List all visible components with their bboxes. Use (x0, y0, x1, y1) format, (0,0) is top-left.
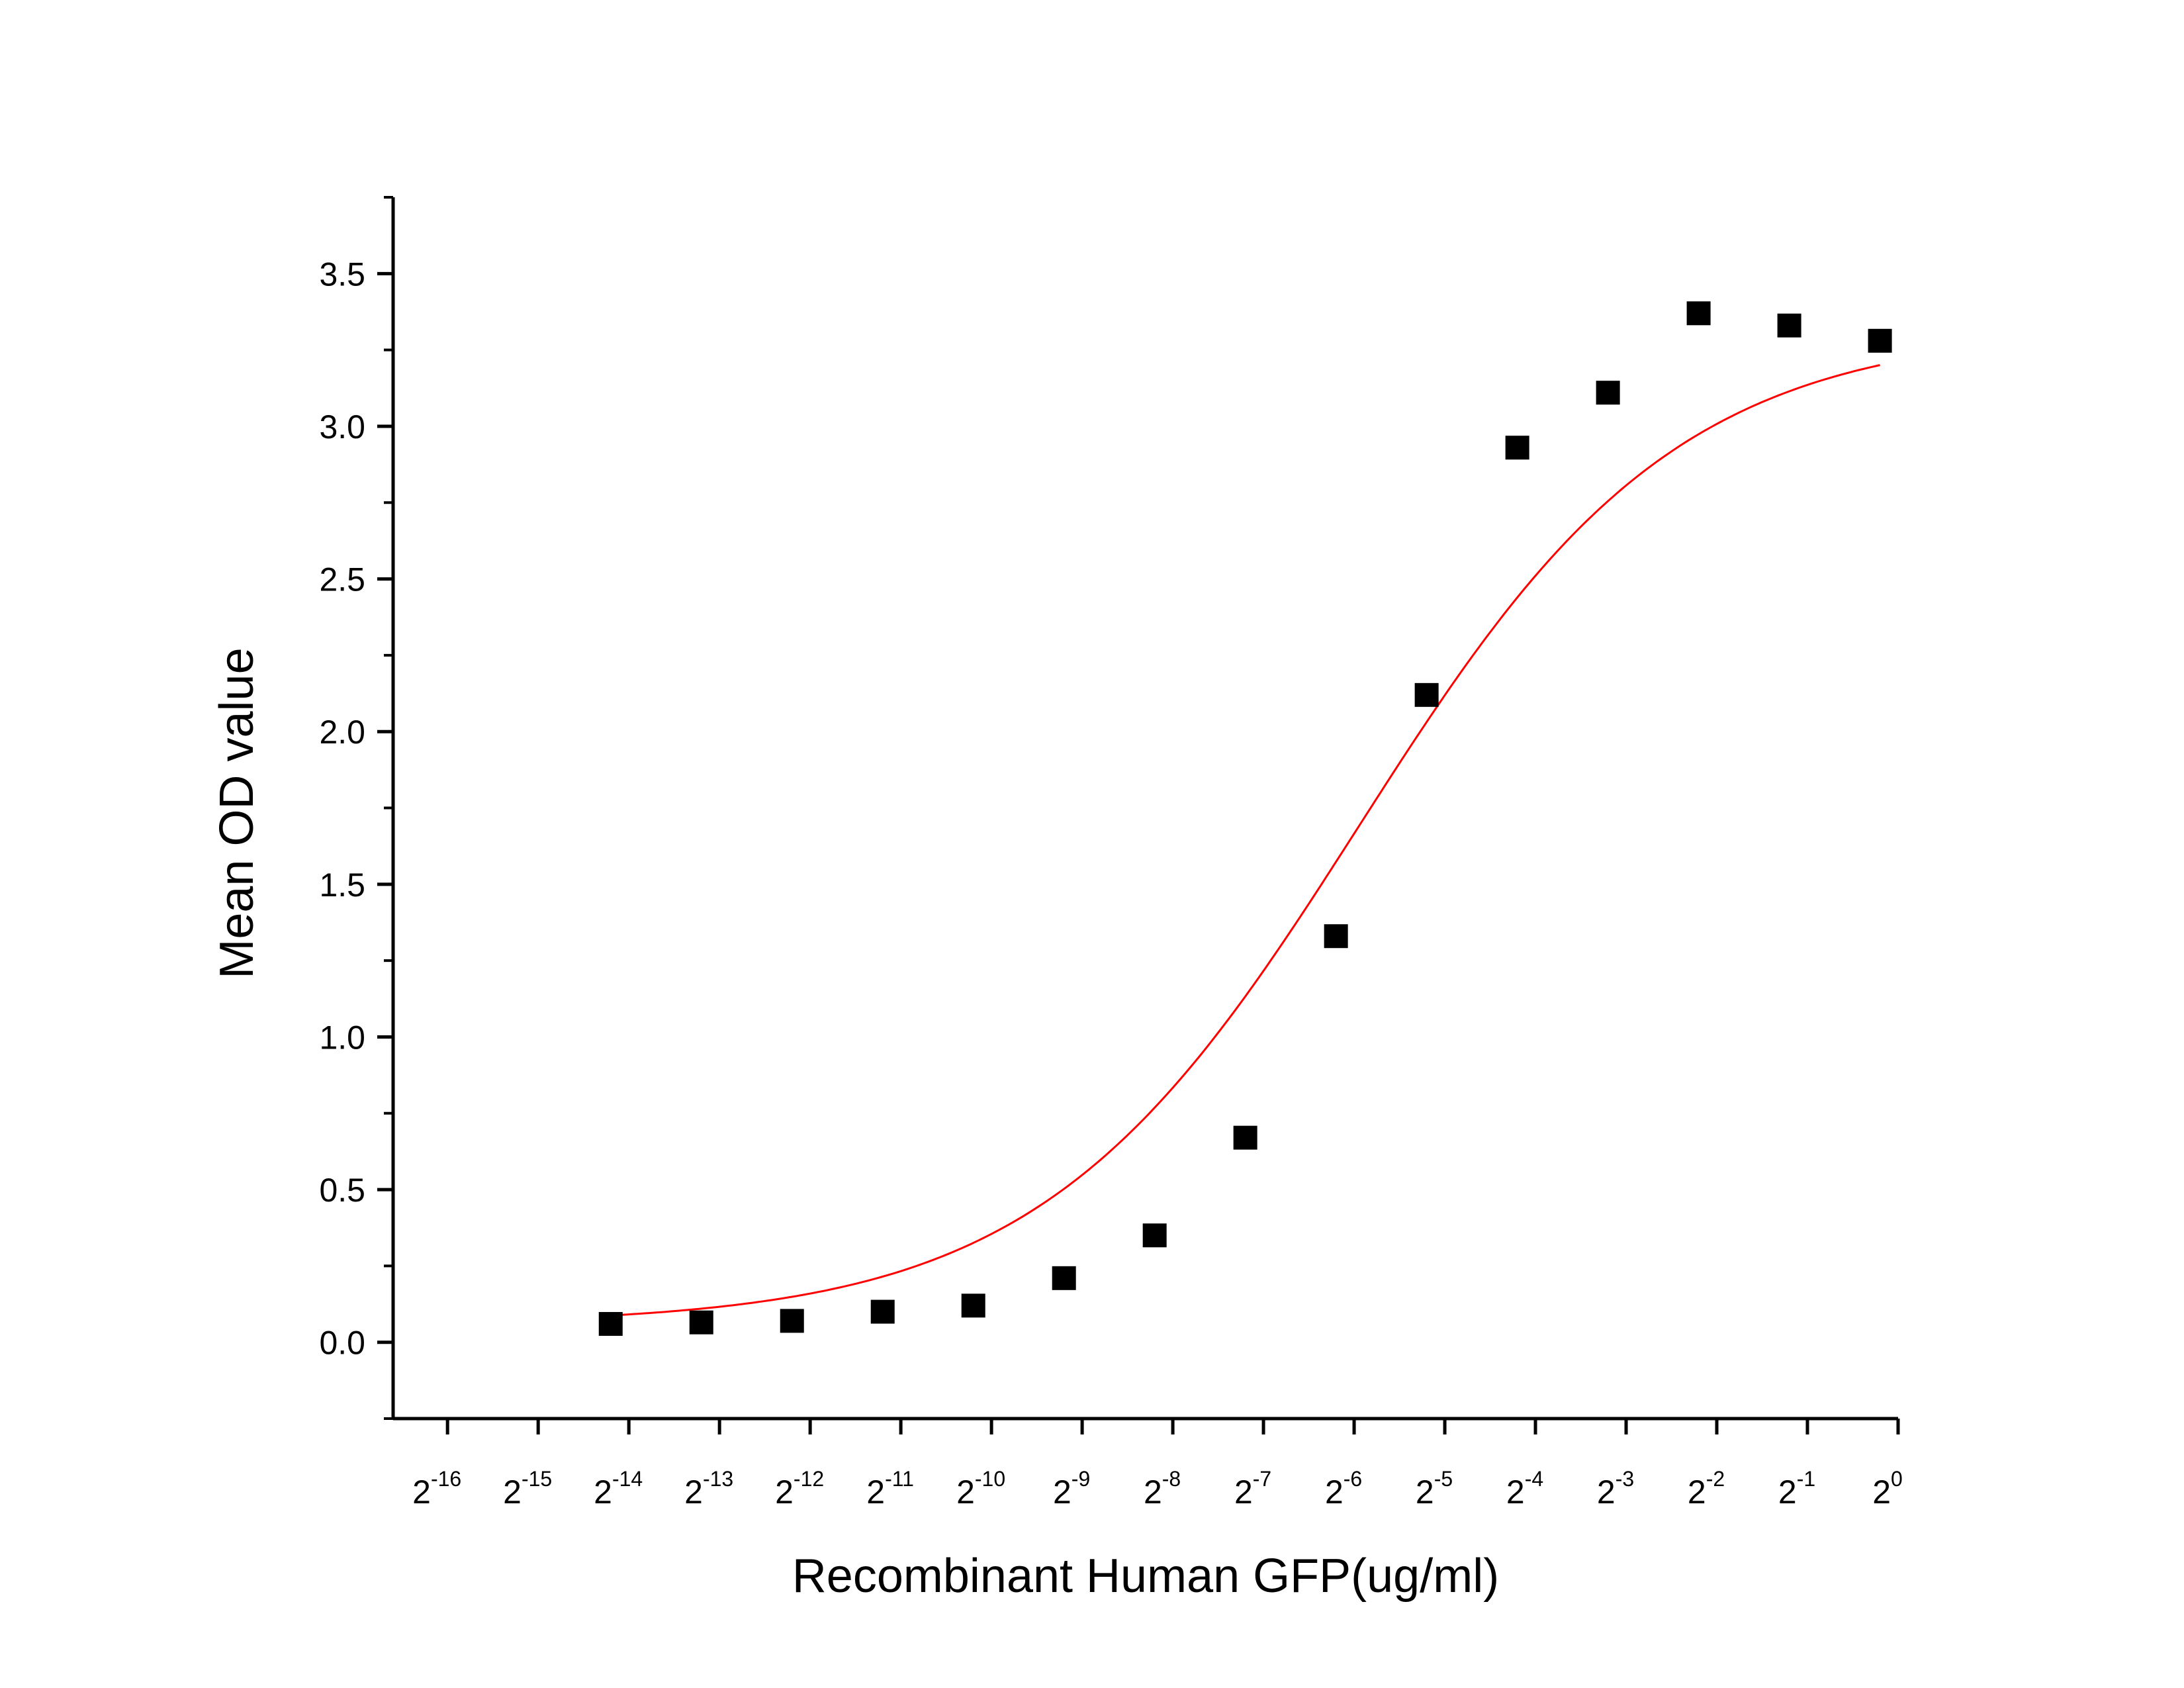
x-tick-exponent: -9 (1071, 1467, 1090, 1491)
y-tick-label: 3.0 (319, 408, 365, 445)
data-point (1414, 682, 1439, 707)
x-axis-title: Recombinant Human GFP(ug/ml) (792, 1550, 1499, 1603)
fit-curve (610, 364, 1880, 1317)
x-tick-label: 2-13 (684, 1467, 733, 1511)
x-tick-base: 2 (1506, 1474, 1525, 1511)
data-point (1142, 1223, 1167, 1248)
x-tick-exponent: -8 (1162, 1467, 1181, 1491)
x-tick-label: 2-5 (1416, 1467, 1453, 1511)
x-tick-exponent: -1 (1797, 1467, 1815, 1491)
x-tick-exponent: -7 (1253, 1467, 1271, 1491)
data-points-layer (598, 301, 1892, 1336)
x-tick-label: 2-4 (1506, 1467, 1543, 1511)
x-tick-label: 2-11 (866, 1467, 914, 1511)
x-tick-base: 2 (866, 1474, 885, 1511)
data-point (1324, 924, 1348, 949)
x-tick-base: 2 (1597, 1474, 1615, 1511)
x-tick-exponent: -10 (975, 1467, 1005, 1491)
y-tick-label: 1.0 (319, 1019, 365, 1056)
data-point (1868, 328, 1892, 353)
x-tick-label: 2-9 (1053, 1467, 1090, 1511)
y-tick-label: 2.5 (319, 561, 365, 598)
x-tick-base: 2 (1234, 1474, 1253, 1511)
y-axis-title: Mean OD value (210, 647, 263, 978)
data-point (1596, 381, 1620, 405)
x-tick-base: 2 (775, 1474, 794, 1511)
x-tick-base: 2 (1872, 1474, 1891, 1511)
data-point (1777, 313, 1801, 338)
data-point (961, 1293, 985, 1318)
y-tick-label: 0.0 (319, 1325, 365, 1362)
x-tick-label: 2-16 (412, 1467, 461, 1511)
x-tick-exponent: -12 (794, 1467, 824, 1491)
x-tick-label: 2-10 (956, 1467, 1005, 1511)
ticks (377, 196, 1900, 1434)
x-tick-base: 2 (594, 1474, 612, 1511)
x-tick-exponent: -16 (431, 1467, 461, 1491)
x-tick-base: 2 (1416, 1474, 1434, 1511)
x-tick-base: 2 (1688, 1474, 1706, 1511)
x-tick-base: 2 (1053, 1474, 1071, 1511)
data-point (780, 1309, 804, 1333)
x-tick-label: 2-1 (1778, 1467, 1815, 1511)
data-point (870, 1299, 895, 1324)
x-tick-base: 2 (956, 1474, 975, 1511)
data-point (1505, 436, 1529, 460)
data-point (1686, 301, 1711, 326)
x-tick-exponent: -2 (1706, 1467, 1725, 1491)
tick-labels: 0.00.51.01.52.02.53.03.52-16 2-15 2-14 2-13… (319, 256, 1902, 1511)
x-tick-exponent: -5 (1434, 1467, 1453, 1491)
x-tick-exponent: -4 (1525, 1467, 1543, 1491)
x-tick-exponent: -6 (1343, 1467, 1362, 1491)
y-tick-label: 2.0 (319, 714, 365, 751)
x-tick-base: 2 (503, 1474, 522, 1511)
x-tick-exponent: -14 (612, 1467, 643, 1491)
data-point (689, 1310, 713, 1335)
x-tick-base: 2 (1144, 1474, 1162, 1511)
y-tick-label: 0.5 (319, 1172, 365, 1209)
x-tick-exponent: -3 (1615, 1467, 1634, 1491)
x-tick-exponent: 0 (1891, 1467, 1903, 1491)
x-tick-label: 2-12 (775, 1467, 824, 1511)
data-point (598, 1312, 623, 1336)
x-tick-exponent: -15 (522, 1467, 552, 1491)
fit-curve-layer (610, 364, 1880, 1317)
x-tick-label: 2-8 (1144, 1467, 1181, 1511)
x-tick-label: 2-14 (594, 1467, 643, 1511)
y-tick-label: 1.5 (319, 867, 365, 904)
data-point (1052, 1266, 1076, 1290)
x-tick-base: 2 (412, 1474, 431, 1511)
data-point (1233, 1125, 1257, 1150)
x-tick-label: 2-7 (1234, 1467, 1271, 1511)
x-tick-base: 2 (684, 1474, 703, 1511)
y-tick-label: 3.5 (319, 256, 365, 293)
x-tick-exponent: -13 (703, 1467, 733, 1491)
x-tick-label: 2-6 (1325, 1467, 1362, 1511)
x-tick-label: 2-15 (503, 1467, 552, 1511)
x-tick-exponent: -11 (885, 1467, 914, 1491)
x-tick-label: 20 (1872, 1467, 1903, 1511)
x-tick-label: 2-2 (1688, 1467, 1725, 1511)
x-tick-label: 2-3 (1597, 1467, 1634, 1511)
x-tick-base: 2 (1778, 1474, 1797, 1511)
x-tick-base: 2 (1325, 1474, 1343, 1511)
